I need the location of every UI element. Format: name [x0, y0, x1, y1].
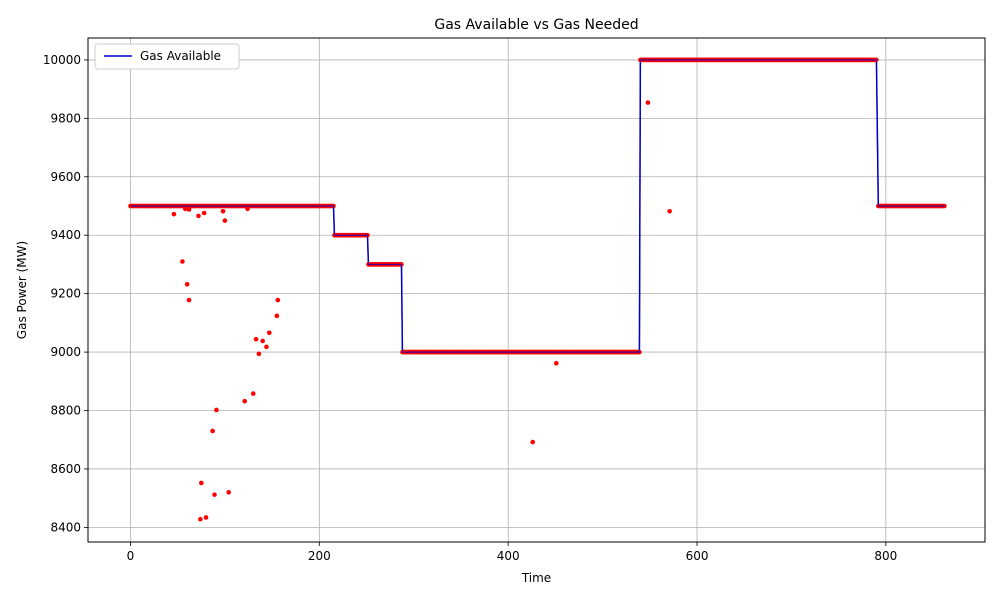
- y-tick-label: 8400: [50, 520, 81, 534]
- gas-needed-point: [171, 211, 177, 217]
- gas-needed-point: [220, 208, 226, 214]
- gas-needed-point: [214, 407, 219, 413]
- y-tick-label: 9800: [50, 111, 81, 125]
- y-tick-label: 9400: [50, 228, 81, 242]
- gas-needed-point: [201, 210, 207, 216]
- gas-needed-point: [226, 490, 231, 495]
- y-tick-label: 8600: [50, 462, 81, 476]
- gas-needed-point: [667, 208, 672, 214]
- legend: Gas Available: [94, 43, 240, 70]
- x-axis-label: Time: [521, 571, 551, 585]
- y-tick-label: 10000: [43, 53, 81, 67]
- gas-needed-point: [212, 492, 217, 497]
- x-tick-label: 400: [497, 549, 520, 563]
- gas-needed-point: [256, 351, 262, 357]
- x-tick-label: 200: [308, 549, 331, 563]
- gas-needed-point: [184, 282, 190, 287]
- gas-needed-point: [210, 428, 215, 434]
- gas-needed-point: [274, 313, 280, 319]
- gas-needed-point: [198, 516, 203, 522]
- x-tick-label: 600: [686, 549, 709, 563]
- series-line-gas-available-overlay: [130, 59, 945, 353]
- data-layer: [128, 57, 947, 522]
- gas-needed-point: [199, 480, 204, 486]
- gas-needed-point: [260, 338, 265, 344]
- gas-needed-point: [242, 398, 248, 404]
- gas-needed-point: [186, 207, 192, 212]
- gas-needed-point: [264, 344, 269, 350]
- gas-needed-point: [645, 100, 651, 105]
- x-tick-label: 800: [874, 549, 897, 563]
- gas-needed-point: [250, 391, 256, 396]
- gas-needed-point: [196, 213, 201, 219]
- plot-frame: [87, 37, 986, 543]
- gas-needed-point: [182, 206, 188, 212]
- gas-needed-point: [203, 515, 209, 520]
- gas-needed-point: [253, 336, 259, 342]
- gas-needed-point: [530, 439, 536, 445]
- gas-needed-point: [245, 206, 250, 212]
- gas-needed-point: [222, 218, 228, 223]
- gas-needed-point: [275, 297, 281, 303]
- gas-needed-point: [554, 360, 559, 366]
- y-tick-label: 9000: [50, 345, 81, 359]
- y-axis-label: Gas Power (MW): [15, 241, 29, 339]
- y-tick-label: 9200: [50, 287, 81, 301]
- x-tick-label: 0: [127, 549, 135, 563]
- chart-title: Gas Available vs Gas Needed: [434, 17, 638, 33]
- legend-box: [94, 43, 240, 70]
- gas-needed-point: [186, 297, 192, 303]
- gas-needed-point: [266, 330, 272, 336]
- y-tick-label: 9600: [50, 170, 81, 184]
- legend-label-gas-available: Gas Available: [140, 49, 221, 63]
- tick-layer: 0 200 400 600 800 8400 8600 8800 9000 9200 9400 960…: [43, 53, 897, 563]
- y-tick-label: 8800: [50, 404, 81, 418]
- plot-area: [88, 38, 985, 542]
- gas-needed-point: [180, 259, 185, 264]
